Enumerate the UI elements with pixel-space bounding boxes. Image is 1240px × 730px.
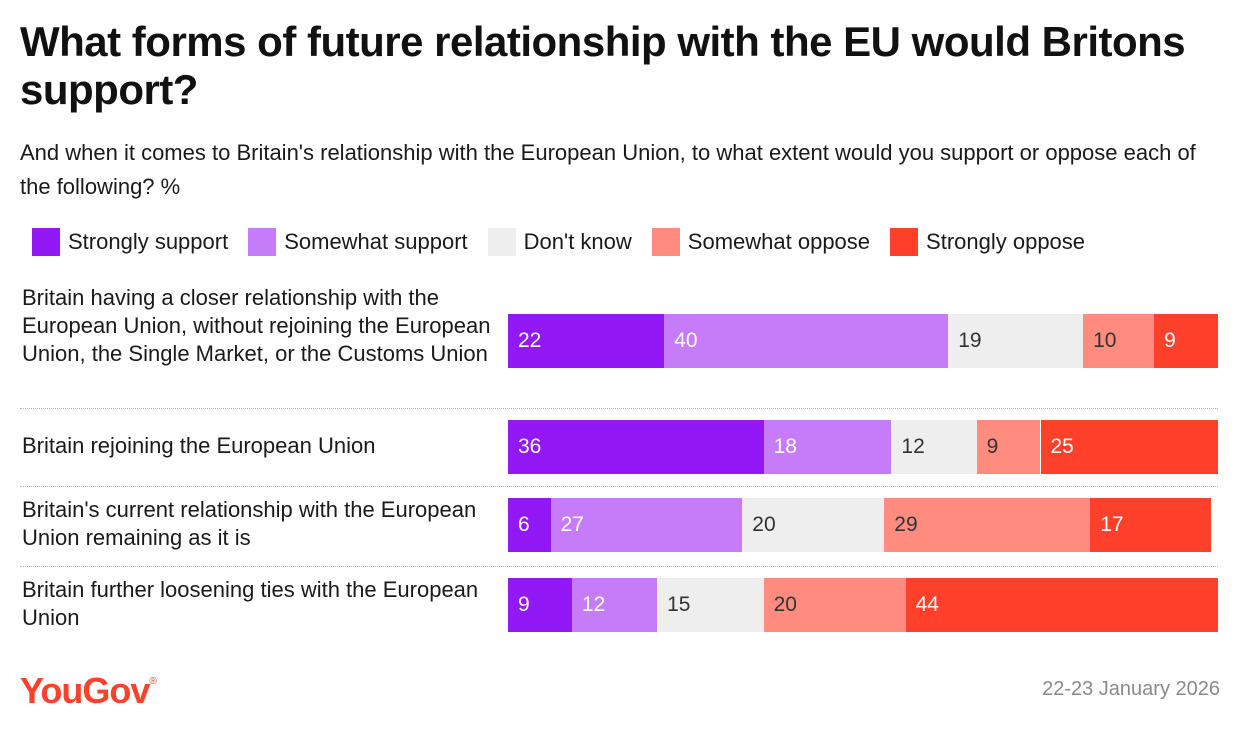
legend-item-somewhat-oppose: Somewhat oppose [651, 228, 871, 256]
chart-subtitle: And when it comes to Britain's relations… [20, 140, 1196, 199]
legend-item-strongly-support: Strongly support [32, 228, 228, 256]
bar-value-label: 15 [667, 593, 691, 616]
bar-value-label: 40 [674, 329, 698, 352]
legend-swatch [890, 228, 919, 256]
bar-value-label: 12 [581, 593, 606, 616]
legend-label: Strongly support [68, 229, 229, 254]
bar-segment-strongly-support: 9 [508, 578, 572, 632]
bar-segment-strongly-support: 36 [508, 420, 764, 474]
legend-label: Somewhat oppose [687, 229, 871, 254]
bar-value-label: 20 [773, 593, 797, 616]
legend-label: Somewhat support [284, 229, 468, 254]
legend-label: Don't know [523, 229, 632, 254]
bar-segment-dont-know: 19 [948, 314, 1084, 368]
row-label: Britain further loosening ties with the … [22, 577, 479, 630]
bar-segment-strongly-support: 22 [508, 314, 665, 368]
legend-label: Strongly oppose [926, 229, 1086, 254]
row-label: Britain rejoining the European Union [22, 433, 376, 458]
survey-date: 22-23 January 2026 [1042, 678, 1220, 700]
bar-value-label: 12 [901, 435, 925, 458]
row-divider [20, 566, 1218, 567]
bar-value-label: 9 [1164, 329, 1176, 352]
legend-item-dont-know: Don't know [487, 228, 632, 256]
bar-segment-strongly-oppose: 17 [1090, 498, 1211, 552]
legend-swatch [651, 228, 680, 256]
legend-swatch [487, 228, 516, 256]
legend-swatch [248, 228, 277, 256]
bar-value-label: 44 [915, 593, 939, 616]
legend-swatch [32, 228, 60, 256]
bar-segment-somewhat-support: 40 [664, 314, 949, 368]
bar-segment-strongly-support: 6 [508, 498, 551, 552]
bar-segment-dont-know: 20 [742, 498, 885, 552]
bar-segment-somewhat-support: 18 [763, 420, 892, 474]
row-divider [20, 408, 1218, 409]
legend-item-strongly-oppose: Strongly oppose [890, 228, 1085, 256]
bar-value-label: 19 [958, 329, 982, 352]
bar-segment-somewhat-oppose: 10 [1083, 314, 1155, 368]
row-divider [20, 486, 1218, 487]
bar-segment-somewhat-oppose: 20 [763, 578, 906, 632]
bar-value-label: 29 [894, 513, 918, 536]
bar-value-label: 22 [518, 329, 542, 352]
bar-segment-dont-know: 15 [657, 578, 764, 632]
legend: Strongly support Somewhat support Don't kn… [32, 226, 1105, 258]
bar-segment-somewhat-support: 27 [550, 498, 743, 552]
yougov-logo: YouGov® [20, 670, 157, 711]
bar-segment-somewhat-oppose: 29 [884, 498, 1091, 552]
bar-segment-somewhat-support: 12 [571, 578, 658, 632]
chart-title: What forms of future relationship with t… [20, 18, 1186, 113]
row-label: Britain having a closer relationship wit… [22, 285, 491, 366]
bar-segment-dont-know: 12 [891, 420, 977, 474]
bar-value-label: 18 [773, 435, 797, 458]
bar-segment-strongly-oppose: 25 [1040, 420, 1218, 474]
bar-segment-strongly-oppose: 9 [1154, 314, 1218, 368]
bar-segment-somewhat-oppose: 9 [976, 420, 1041, 474]
bar-value-label: 10 [1093, 329, 1117, 352]
bar-value-label: 9 [986, 435, 999, 458]
bar-value-label: 20 [752, 513, 776, 536]
legend-item-somewhat-support: Somewhat support [248, 228, 468, 256]
bar-value-label: 25 [1050, 435, 1074, 458]
row-label: Britain's current relationship with the … [22, 497, 477, 550]
bar-value-label: 17 [1100, 513, 1124, 536]
bar-segment-strongly-oppose: 44 [905, 578, 1218, 632]
bar-value-label: 9 [518, 593, 530, 616]
bar-value-label: 36 [518, 435, 542, 458]
bar-value-label: 6 [518, 513, 530, 536]
bar-value-label: 27 [560, 513, 584, 536]
